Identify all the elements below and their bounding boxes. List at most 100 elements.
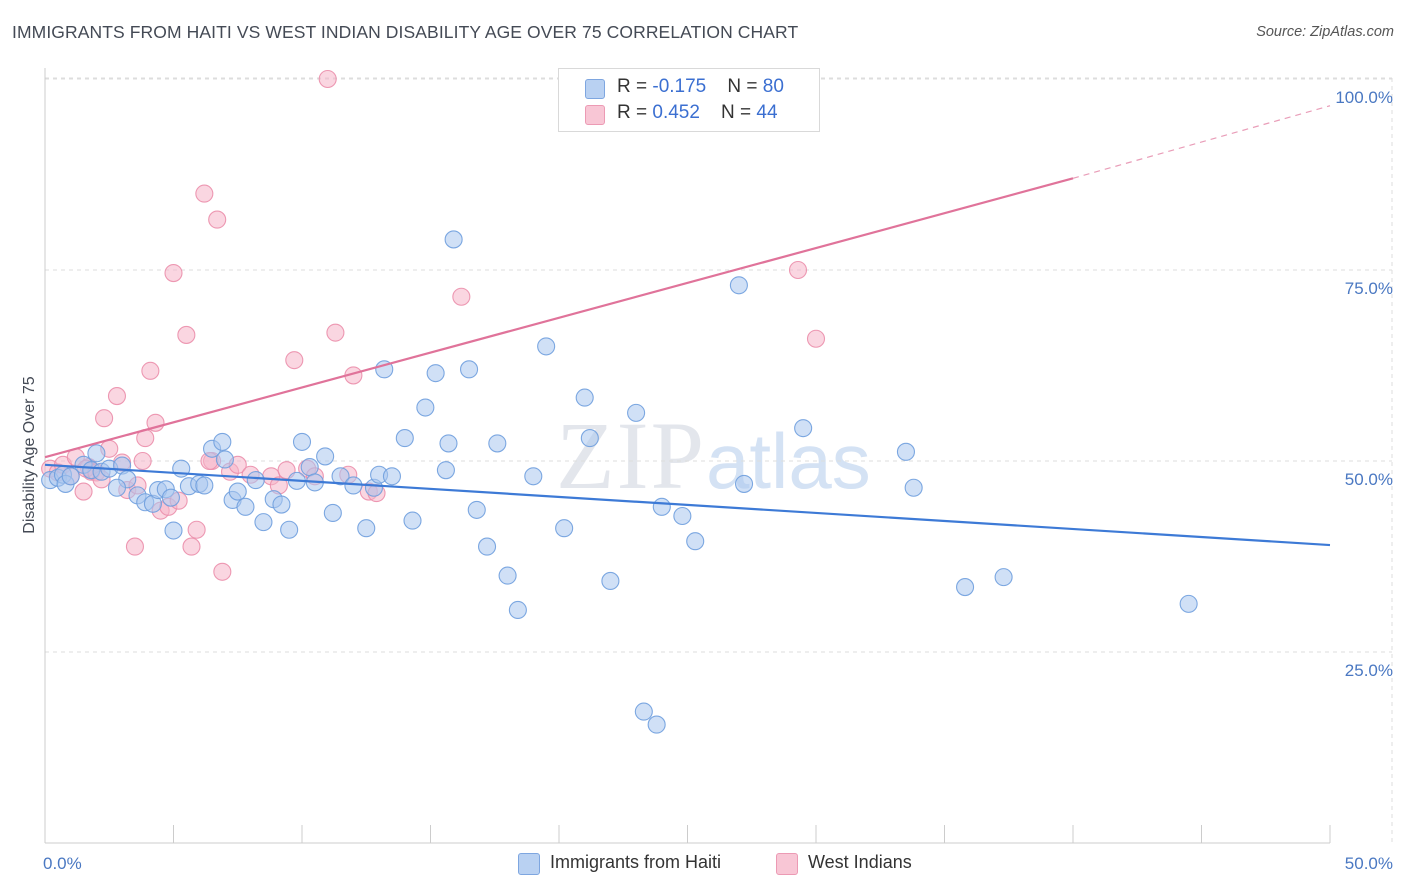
haiti-point-70	[652, 497, 671, 516]
haiti-point-58	[488, 434, 507, 453]
haiti-point-34	[280, 520, 299, 539]
legend-swatch-haiti	[585, 79, 605, 99]
west-indians-trend-extension	[1072, 105, 1331, 179]
haiti-point-66	[601, 571, 620, 590]
haiti-point-60	[508, 600, 527, 620]
haiti-point-4	[61, 467, 80, 486]
haiti-point-25	[213, 432, 232, 451]
y-axis-title: Disability Age Over 75	[21, 376, 38, 534]
legend-west-n-label: N =	[721, 102, 757, 123]
haiti-point-26	[215, 450, 234, 469]
haiti-point-73	[729, 276, 748, 295]
haiti-point-39	[316, 447, 335, 466]
west-indians-point-27	[182, 537, 201, 556]
haiti-point-78	[956, 578, 975, 597]
trend-lines	[44, 105, 1331, 547]
haiti-point-23	[195, 476, 214, 495]
haiti-point-74	[734, 474, 754, 493]
y-tick-label-100: 100.0%	[1335, 88, 1393, 107]
haiti-point-52	[436, 461, 455, 480]
haiti-point-46	[382, 467, 402, 486]
haiti-point-53	[439, 434, 458, 453]
legend-haiti-n-value: 80	[762, 76, 784, 97]
haiti-point-31	[254, 513, 273, 532]
bottom-legend-swatch-west	[776, 853, 798, 875]
haiti-point-50	[416, 398, 435, 417]
haiti-point-57	[477, 537, 497, 556]
haiti-point-18	[161, 488, 180, 507]
grid-lines	[45, 77, 1393, 843]
legend-haiti-r-value: -0.175	[652, 76, 707, 97]
haiti-point-62	[537, 337, 556, 356]
bottom-legend-label-haiti: Immigrants from Haiti	[550, 852, 722, 872]
x-tick-label-0: 0.0%	[43, 854, 82, 873]
source-label: Source: ZipAtlas.com	[1256, 24, 1394, 40]
west-indians-point-50	[788, 260, 808, 280]
watermark: ZIPatlas	[556, 400, 871, 511]
haiti-point-61	[524, 467, 543, 486]
haiti-point-72	[686, 532, 705, 551]
haiti-point-68	[634, 702, 653, 721]
legend-haiti-r-label: R =	[617, 76, 653, 97]
haiti-point-55	[459, 360, 479, 379]
haiti-point-71	[673, 506, 692, 526]
haiti-trend-line	[44, 463, 1331, 547]
haiti-point-59	[498, 566, 517, 585]
haiti-point-19	[164, 521, 183, 540]
haiti-point-49	[403, 511, 422, 530]
tick-labels: 25.0% 50.0% 75.0% 100.0% 0.0% 50.0%	[43, 88, 1393, 873]
legend-west-r-value: 0.452	[652, 102, 700, 123]
west-indians-point-43	[326, 323, 345, 342]
series-immigrants-from-haiti	[41, 230, 1198, 734]
haiti-point-63	[555, 519, 574, 538]
y-tick-label-25: 25.0%	[1345, 661, 1393, 680]
west-indians-point-18	[133, 451, 152, 471]
west-indians-point-32	[213, 562, 232, 581]
x-tick-label-50: 50.0%	[1345, 854, 1393, 873]
west-indians-point-28	[187, 520, 206, 539]
haiti-point-48	[395, 429, 414, 448]
west-indians-point-40	[285, 351, 304, 370]
haiti-point-69	[647, 715, 666, 734]
haiti-point-51	[426, 364, 445, 383]
haiti-point-76	[896, 442, 916, 461]
west-indians-trend-line	[44, 177, 1074, 459]
west-indians-point-48	[318, 69, 337, 89]
legend-west-r-label: R =	[617, 102, 653, 123]
haiti-point-12	[107, 478, 127, 497]
west-indians-point-5	[74, 482, 93, 501]
haiti-point-64	[575, 388, 594, 407]
watermark-zip: ZIP	[556, 402, 706, 509]
legend-haiti-n-label: N =	[727, 76, 763, 97]
haiti-point-75	[794, 419, 813, 438]
west-indians-point-49	[452, 287, 471, 306]
haiti-point-7	[87, 444, 106, 463]
haiti-point-28	[228, 482, 247, 501]
west-indians-point-51	[806, 329, 826, 348]
bottom-legend-label-west: West Indians	[808, 852, 912, 872]
west-indians-point-20	[141, 361, 160, 380]
haiti-point-29	[236, 497, 255, 516]
west-indians-point-24	[164, 264, 183, 283]
y-tick-label-50: 50.0%	[1345, 470, 1393, 489]
west-indians-point-16	[125, 537, 144, 556]
stats-legend: R = -0.175 N = 80 R = 0.452 N = 44	[558, 68, 820, 132]
haiti-point-56	[467, 500, 486, 519]
west-indians-point-12	[107, 387, 127, 406]
haiti-point-41	[331, 467, 350, 486]
haiti-point-37	[300, 458, 319, 477]
west-indians-point-31	[208, 210, 227, 229]
legend-west-n-value: 44	[756, 102, 778, 123]
haiti-point-36	[292, 432, 312, 451]
haiti-point-80	[1179, 594, 1198, 613]
legend-swatch-west	[585, 105, 605, 125]
haiti-point-67	[627, 403, 646, 422]
y-tick-label-75: 75.0%	[1345, 279, 1393, 298]
haiti-point-40	[323, 503, 342, 523]
haiti-point-54	[444, 230, 463, 249]
haiti-point-33	[272, 495, 291, 514]
bottom-legend-swatch-haiti	[518, 853, 540, 875]
haiti-point-43	[357, 519, 376, 538]
west-indians-point-29	[195, 184, 214, 203]
